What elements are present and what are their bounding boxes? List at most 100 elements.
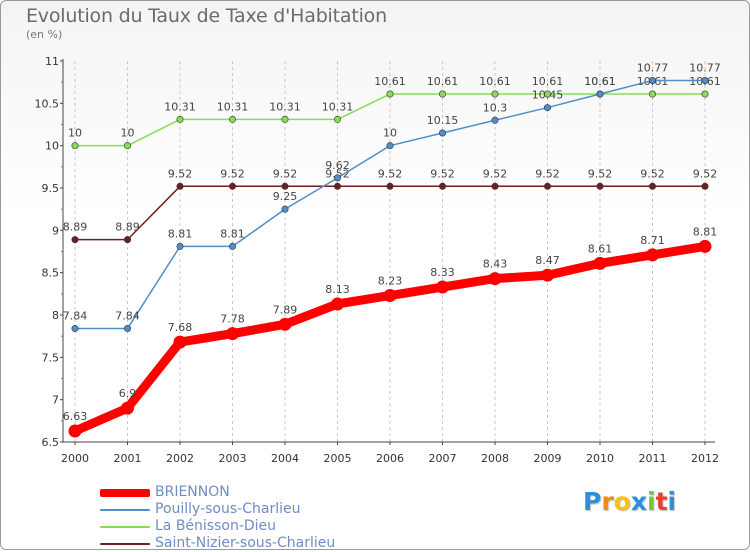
data-point <box>176 182 184 190</box>
data-label: 9.52 <box>535 167 560 180</box>
data-label: 10.31 <box>269 100 301 113</box>
data-point <box>386 142 394 150</box>
data-point <box>331 297 344 311</box>
x-tick-label: 2008 <box>481 452 509 465</box>
data-point <box>593 256 607 270</box>
data-label: 7.89 <box>273 303 298 316</box>
data-label: 9.25 <box>273 190 298 203</box>
y-tick-label: 7.5 <box>42 351 60 364</box>
data-point <box>543 90 551 98</box>
data-label: 10 <box>68 127 82 140</box>
y-tick-label: 6.5 <box>42 436 60 449</box>
data-label: 8.13 <box>325 283 350 296</box>
data-point <box>173 335 187 349</box>
x-tick-label: 2004 <box>271 452 299 465</box>
data-point <box>121 401 134 415</box>
data-label: 10.31 <box>164 100 196 113</box>
data-point <box>333 182 341 190</box>
data-point <box>281 205 289 213</box>
data-label: 8.81 <box>220 227 245 240</box>
x-tick-label: 2011 <box>639 452 667 465</box>
x-tick-label: 2010 <box>586 452 614 465</box>
data-label: 8.71 <box>640 234 665 247</box>
y-tick-label: 9.5 <box>42 182 60 195</box>
data-label: 7.68 <box>168 321 193 334</box>
chart-title: Evolution du Taux de Taxe d'Habitation <box>26 5 387 27</box>
data-label: 10.61 <box>532 75 564 88</box>
data-label: 8.81 <box>168 227 193 240</box>
x-tick-label: 2012 <box>691 452 719 465</box>
data-point <box>701 76 709 84</box>
data-point <box>491 90 499 98</box>
data-label: 10.61 <box>584 75 616 88</box>
data-label: 8.23 <box>378 275 403 288</box>
data-label: 10.61 <box>374 75 406 88</box>
data-point <box>543 104 551 112</box>
legend-label: Saint-Nizier-sous-Charlieu <box>155 535 336 551</box>
data-point <box>281 115 289 123</box>
y-tick-label: 9 <box>52 224 59 237</box>
legend-label: BRIENNON <box>155 484 230 500</box>
data-point <box>124 236 132 244</box>
data-label: 9.52 <box>640 167 665 180</box>
data-point <box>176 242 184 250</box>
data-label: 7.84 <box>63 310 88 323</box>
data-label: 8.89 <box>115 221 140 234</box>
chart-subtitle: (en %) <box>26 28 63 41</box>
y-tick-label: 10.5 <box>35 97 60 110</box>
data-label: 6.9 <box>119 387 137 400</box>
data-point <box>648 90 656 98</box>
y-tick-label: 8.5 <box>42 267 60 280</box>
y-tick-label: 11 <box>45 55 59 68</box>
data-label: 8.33 <box>430 266 455 279</box>
data-label: 9.52 <box>693 167 718 180</box>
data-label: 10.61 <box>584 75 616 88</box>
data-label: 9.52 <box>378 167 403 180</box>
y-tick-label: 10 <box>45 140 59 153</box>
data-point <box>229 242 237 250</box>
data-point <box>648 76 656 84</box>
data-point <box>438 129 446 137</box>
x-tick-label: 2002 <box>166 452 194 465</box>
data-point <box>124 142 132 150</box>
data-label: 8.43 <box>483 258 508 271</box>
data-label: 9.52 <box>588 167 613 180</box>
data-point <box>333 115 341 123</box>
data-point <box>226 327 239 341</box>
data-point <box>68 424 82 438</box>
x-tick-label: 2003 <box>219 452 247 465</box>
data-label: 9.52 <box>168 167 193 180</box>
legend-swatch <box>100 509 150 511</box>
data-point <box>176 115 184 123</box>
data-point <box>229 182 237 190</box>
y-tick-label: 8 <box>52 309 59 322</box>
data-point <box>386 182 394 190</box>
data-label: 9.52 <box>430 167 455 180</box>
data-label: 8.81 <box>693 225 718 238</box>
data-point <box>491 116 499 124</box>
data-point <box>701 182 709 190</box>
data-point <box>386 90 394 98</box>
data-point <box>596 90 604 98</box>
data-point <box>71 142 79 150</box>
data-point <box>71 236 79 244</box>
data-point <box>281 182 289 190</box>
data-point <box>541 268 554 282</box>
legend-label: Pouilly-sous-Charlieu <box>155 501 301 517</box>
data-label: 9.52 <box>325 167 350 180</box>
data-point <box>648 182 656 190</box>
x-tick-label: 2005 <box>324 452 352 465</box>
x-tick-label: 2000 <box>61 452 89 465</box>
legend-swatch <box>100 543 150 545</box>
x-tick-label: 2006 <box>376 452 404 465</box>
data-point <box>278 317 292 331</box>
data-label: 7.78 <box>220 313 245 326</box>
data-label: 10.31 <box>217 100 249 113</box>
data-point <box>698 239 712 253</box>
data-point <box>596 182 604 190</box>
data-label: 10.61 <box>427 75 459 88</box>
legend-swatch <box>100 489 150 497</box>
data-label: 10.31 <box>322 100 354 113</box>
data-point <box>543 182 551 190</box>
